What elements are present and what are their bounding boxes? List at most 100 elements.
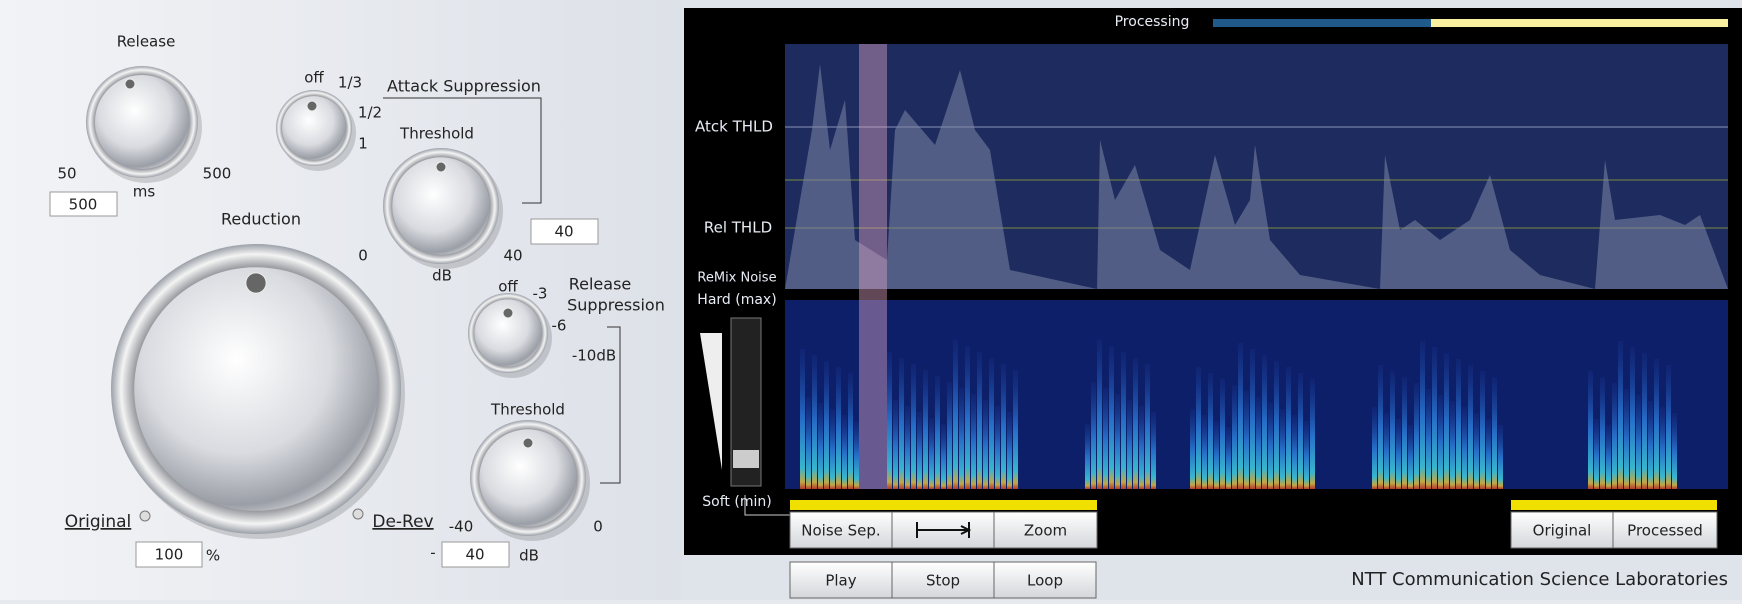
button[interactable]: Stop <box>892 562 994 598</box>
spectrum-column <box>1190 409 1195 489</box>
spectrum-column <box>1450 401 1455 489</box>
spectrum-column <box>1444 353 1449 489</box>
spectrum-column <box>1630 347 1635 489</box>
spectrum-column <box>1648 401 1653 489</box>
spectrum-column <box>971 394 976 489</box>
spectrum-column <box>1238 343 1243 489</box>
knob-dot <box>436 162 446 172</box>
spectrum-column <box>1480 371 1485 489</box>
spectrum-column <box>1456 359 1461 489</box>
button[interactable] <box>892 500 994 548</box>
spectrum-column <box>824 361 829 489</box>
footer: NTT Communication Science Laboratories <box>1351 569 1728 590</box>
spectrum-column <box>1013 370 1018 489</box>
spectrum-column <box>989 358 994 489</box>
reduction-label: Reduction <box>221 210 301 229</box>
spectrum-column <box>1612 383 1617 489</box>
spectrum-column <box>1103 388 1108 489</box>
spectrum-column <box>1274 361 1279 489</box>
button-label: Original <box>1533 522 1592 540</box>
spectrum-column <box>1145 364 1150 489</box>
spectrum-column <box>830 409 835 489</box>
input-value: 100 <box>155 546 184 564</box>
button[interactable]: Play <box>790 562 892 598</box>
threshold-label: Threshold <box>490 401 565 419</box>
label: Hard (max) <box>697 292 776 308</box>
spectrum-column <box>935 376 940 489</box>
button-label: Noise Sep. <box>801 522 880 540</box>
spectrum-column <box>965 346 970 489</box>
unit: ms <box>133 183 156 201</box>
spectrum-column <box>1426 389 1431 489</box>
spectrum-column <box>1468 365 1473 489</box>
spectrum-column <box>1642 353 1647 489</box>
spectrum-column <box>1085 424 1090 489</box>
spectrum-column <box>1202 415 1207 489</box>
spectrum-column <box>1474 413 1479 489</box>
spectrum-column <box>1420 341 1425 489</box>
spectrum-column <box>1286 367 1291 489</box>
spectrum-column <box>1654 359 1659 489</box>
processing-label: Processing <box>1115 14 1190 30</box>
button-indicator <box>1511 500 1613 510</box>
spectrum-column <box>1262 355 1267 489</box>
button[interactable]: Processed <box>1613 500 1717 548</box>
spectrum-column <box>929 418 934 489</box>
unit: % <box>206 547 220 565</box>
section-title: Attack Suppression <box>387 77 541 96</box>
spectrum-column <box>818 403 823 489</box>
selection[interactable] <box>859 44 887 489</box>
spectrum-column <box>905 406 910 489</box>
max-label: 500 <box>203 165 232 183</box>
button[interactable]: Zoom <box>994 500 1097 548</box>
max-label: 0 <box>593 518 603 536</box>
spectrum-column <box>1151 412 1156 489</box>
button[interactable]: Noise Sep. <box>790 500 892 548</box>
spectrum-column <box>1408 425 1413 489</box>
button[interactable]: Original <box>1511 500 1613 548</box>
spectrum-column <box>1244 391 1249 489</box>
derev-label: De-Rev <box>372 512 433 532</box>
spectrum-column <box>1396 419 1401 489</box>
spectrum-column <box>1292 415 1297 489</box>
button[interactable]: Loop <box>994 562 1096 598</box>
spectrum-column <box>1606 425 1611 489</box>
button-indicator <box>892 500 994 510</box>
spectrum-column <box>941 424 946 489</box>
spectrum-column <box>995 406 1000 489</box>
spectrum-column <box>983 400 988 489</box>
min-label: 50 <box>57 165 76 183</box>
knob-face <box>95 75 189 169</box>
spectrum-column <box>1600 377 1605 489</box>
spectrum-column <box>1115 394 1120 489</box>
original-label: Original <box>65 512 132 532</box>
label: ReMix Noise <box>697 271 776 286</box>
spectrum-column <box>1498 425 1503 489</box>
spectrum-column <box>1214 421 1219 489</box>
spectrum-column <box>1384 413 1389 489</box>
spectrum-column <box>893 400 898 489</box>
spectrum-column <box>1139 406 1144 489</box>
step: 1/2 <box>358 104 382 122</box>
spectrum-column <box>1624 389 1629 489</box>
spectrum-column <box>959 388 964 489</box>
knob-dot <box>125 79 135 89</box>
section-title: Release <box>569 275 632 294</box>
spectrum-column <box>1402 377 1407 489</box>
step: -6 <box>552 317 567 335</box>
button-label: Stop <box>926 572 960 590</box>
spectrum-column <box>1438 395 1443 489</box>
label: Rel THLD <box>704 219 772 237</box>
indicator <box>140 511 150 521</box>
spectrum-column <box>848 373 853 489</box>
spectrum-column <box>1280 409 1285 489</box>
spectrum-column <box>887 352 892 489</box>
spectrum-column <box>1121 352 1126 489</box>
spectrum-column <box>1109 346 1114 489</box>
spectrum-column <box>1618 341 1623 489</box>
unit: dB <box>519 547 539 565</box>
spectrum-column <box>1226 427 1231 489</box>
mix-slider-thumb[interactable] <box>733 450 759 468</box>
knob-dot <box>523 438 533 448</box>
spectrum-column <box>1208 373 1213 489</box>
